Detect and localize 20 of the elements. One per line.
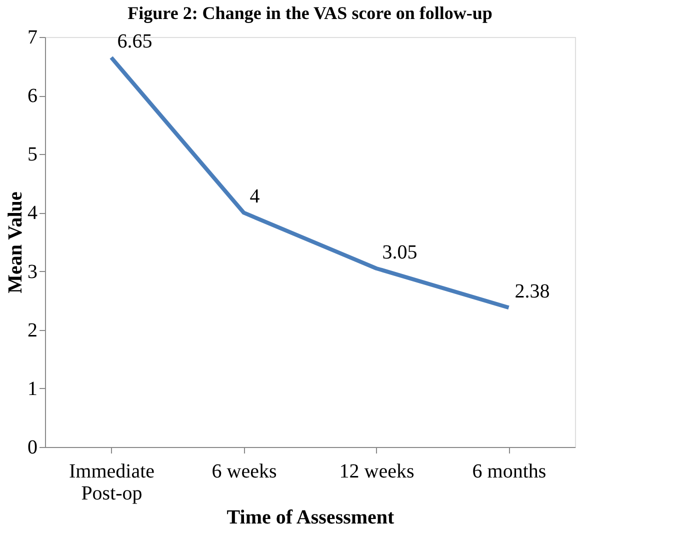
x-tick-label: 6 months <box>472 460 546 482</box>
y-tick-label: 1 <box>28 378 38 400</box>
x-tick-label: 6 weeks <box>212 460 277 482</box>
chart-title: Figure 2: Change in the VAS score on follow-up <box>128 3 492 23</box>
data-label: 6.65 <box>117 30 152 52</box>
x-tick-label: 12 weeks <box>339 460 414 482</box>
data-label: 3.05 <box>382 241 418 264</box>
y-axis-title: Mean Value <box>4 192 26 294</box>
x-tick-label: Immediate Post-op <box>68 460 155 504</box>
x-axis-title: Time of Assessment <box>226 506 395 528</box>
line-series <box>109 56 511 310</box>
y-tick-label: 5 <box>28 144 38 166</box>
y-tick-label: 0 <box>28 436 38 458</box>
y-tick-label: 3 <box>28 260 38 283</box>
y-tick-label: 6 <box>28 85 38 108</box>
data-label: 2.38 <box>514 280 550 303</box>
y-tick-label: 7 <box>28 26 38 48</box>
y-tick-label: 2 <box>28 319 38 342</box>
y-tick-label: 4 <box>28 202 38 224</box>
data-label: 4 <box>250 186 260 208</box>
